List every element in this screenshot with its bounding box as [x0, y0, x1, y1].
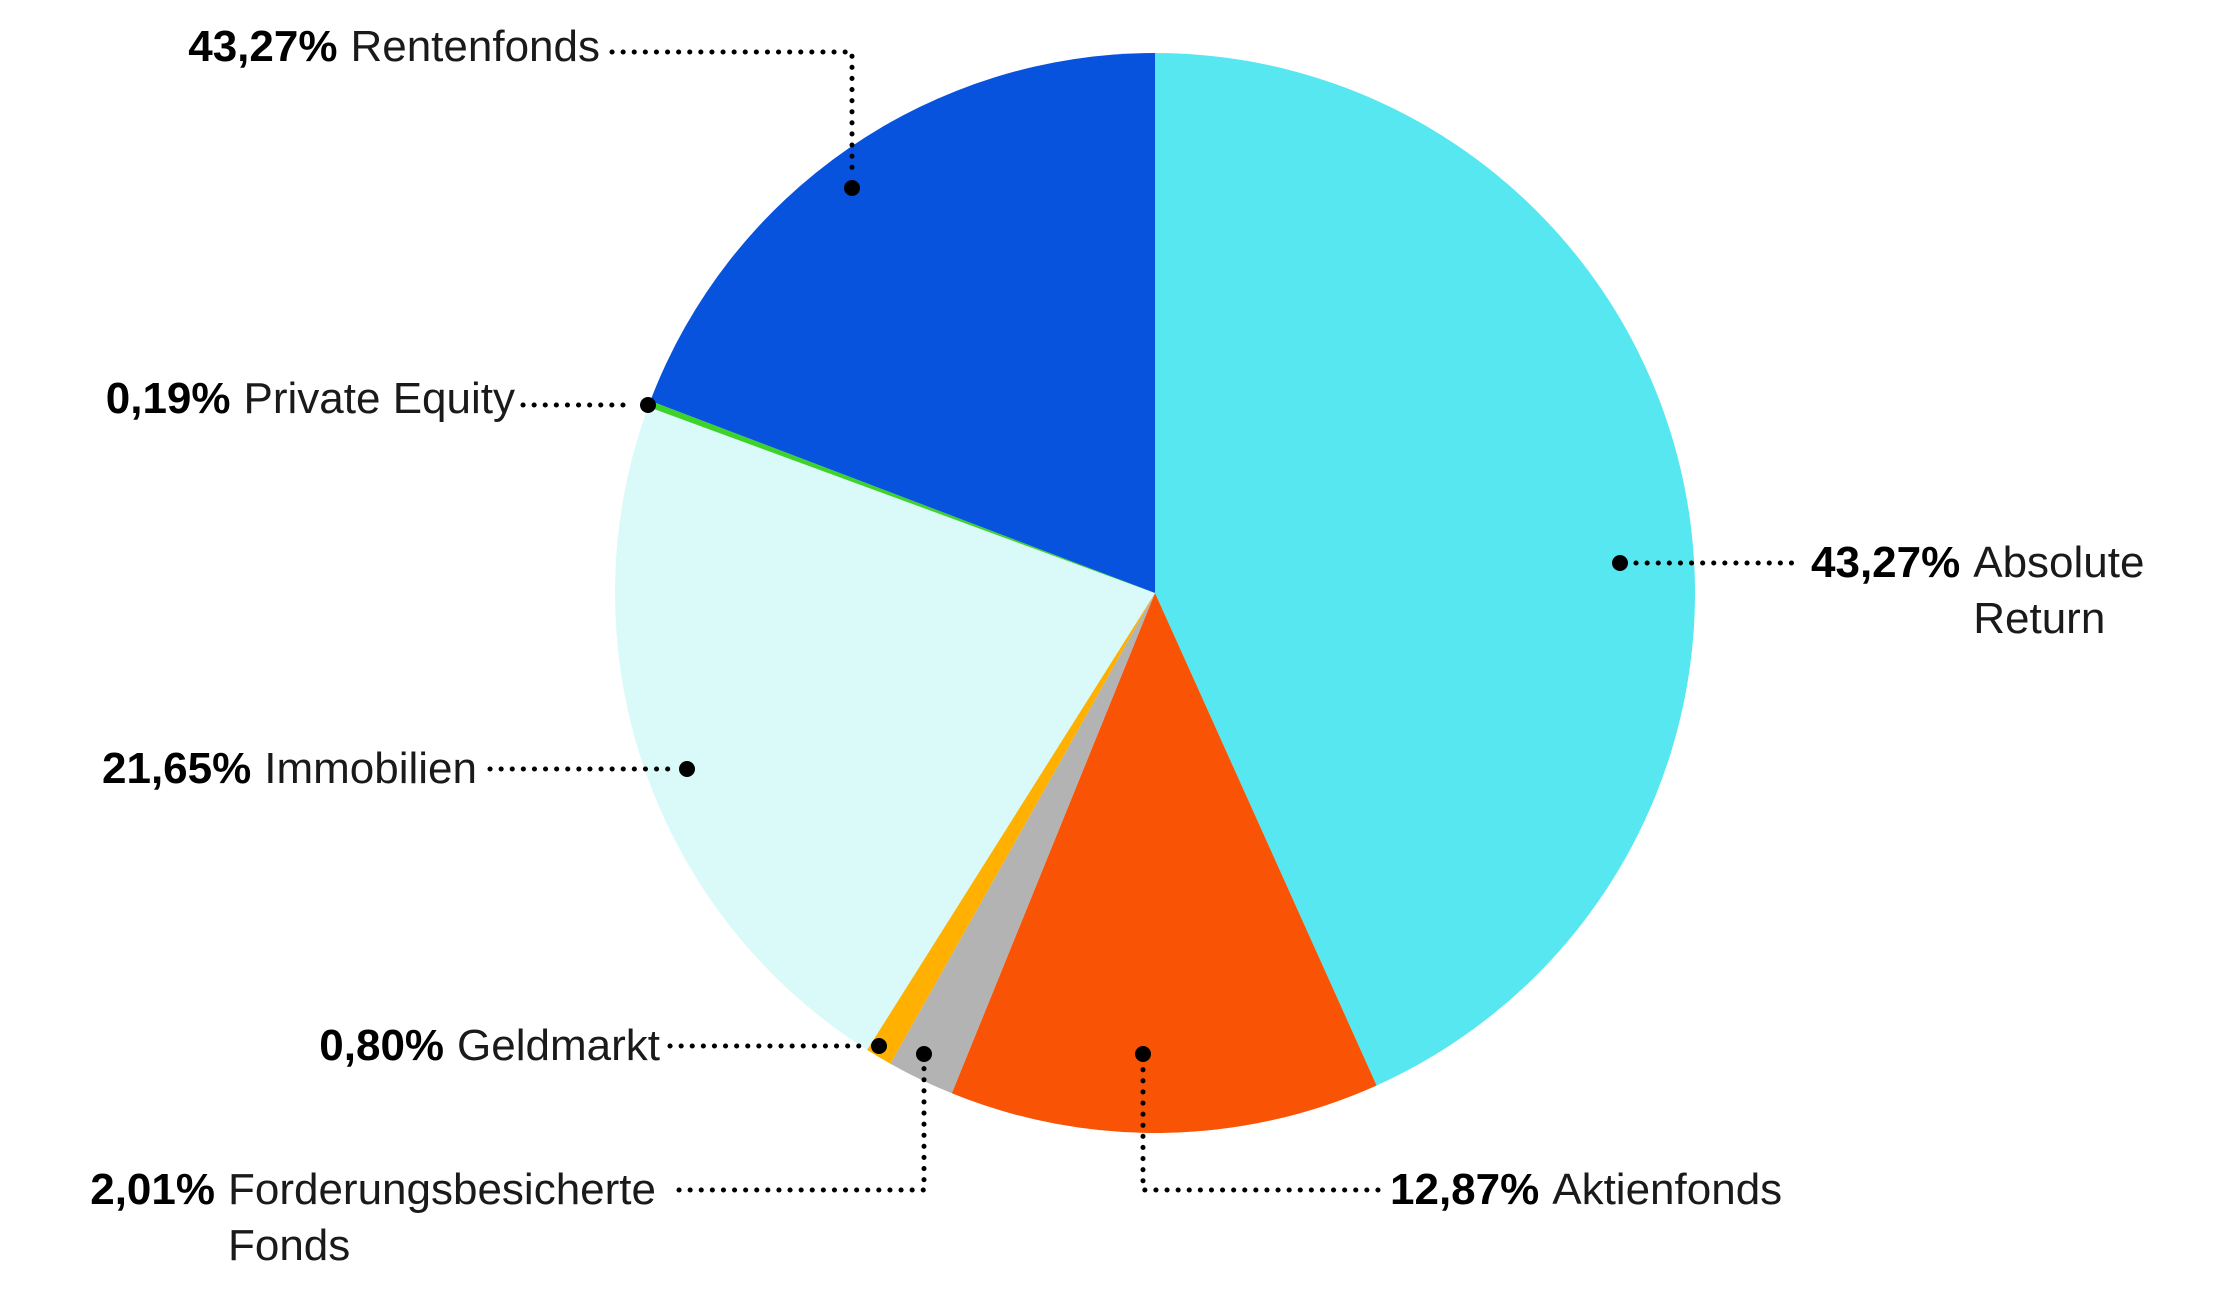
pie-slice-geldmarkt	[867, 593, 1155, 1064]
callout-dot-geldmarkt	[871, 1038, 887, 1054]
label-geldmarkt-pct: 0,80%	[319, 1021, 445, 1070]
leader-line-aktienfonds	[1140, 1065, 1381, 1193]
label-immobilien: 21,65% Immobilien	[102, 741, 477, 797]
label-private-equity-pct: 0,19%	[105, 374, 231, 423]
callout-dot-immobilien	[679, 761, 695, 777]
callout-dot-absolute-return	[1612, 555, 1628, 571]
callout-dot-forderungsbesicherte	[916, 1046, 932, 1062]
label-absolute-return-name-line2: Return	[1973, 594, 2106, 643]
label-aktienfonds-pct: 12,87%	[1390, 1165, 1540, 1214]
label-forderungsbesicherte-pct: 2,01%	[90, 1165, 215, 1214]
label-forderungsbesicherte-name: Forderungsbesicherte Fonds	[228, 1162, 656, 1274]
label-aktienfonds: 12,87% Aktienfonds	[1390, 1162, 1782, 1218]
pie-slices	[614, 53, 1696, 1134]
callout-dot-aktienfonds	[1135, 1046, 1151, 1062]
pie-slice-absolute-return	[1155, 53, 1696, 1086]
callout-dot-rentenfonds	[844, 180, 860, 196]
label-geldmarkt-name: Geldmarkt	[457, 1021, 660, 1070]
label-immobilien-name: Immobilien	[264, 744, 477, 793]
label-absolute-return-name: Absolute Return	[1973, 535, 2144, 647]
label-absolute-return-name-line1: Absolute	[1973, 538, 2145, 587]
pie-slice-aktienfonds	[951, 593, 1377, 1134]
pie-slice-rentenfonds	[650, 53, 1155, 593]
label-aktienfonds-name: Aktienfonds	[1552, 1165, 1783, 1214]
label-private-equity-name: Private Equity	[243, 374, 515, 423]
label-rentenfonds-pct: 43,27%	[188, 22, 338, 71]
label-absolute-return: 43,27% Absolute Return	[1811, 535, 2144, 647]
callout-dot-private-equity	[640, 397, 656, 413]
label-private-equity: 0,19% Private Equity	[106, 371, 515, 427]
label-absolute-return-pct: 43,27%	[1811, 538, 1961, 587]
label-rentenfonds: 43,27% Rentenfonds	[188, 19, 600, 75]
leader-line-forderungsbesicherte	[676, 1065, 927, 1193]
label-immobilien-pct: 21,65%	[102, 744, 252, 793]
leader-lines	[487, 49, 1802, 1193]
label-forderungsbesicherte-name-line2: Fonds	[227, 1221, 351, 1270]
leader-line-rentenfonds	[609, 49, 855, 179]
pie-slice-private-equity	[648, 400, 1155, 593]
pie-slice-immobilien	[614, 406, 1155, 1050]
pie-slice-forderungsbesicherte-fonds	[890, 593, 1155, 1094]
callout-dots	[640, 180, 1628, 1062]
label-geldmarkt: 0,80% Geldmarkt	[319, 1018, 660, 1074]
label-rentenfonds-name: Rentenfonds	[350, 22, 600, 71]
label-forderungsbesicherte-name-line1: Forderungsbesicherte	[227, 1165, 656, 1214]
label-forderungsbesicherte: 2,01% Forderungsbesicherte Fonds	[90, 1162, 656, 1274]
